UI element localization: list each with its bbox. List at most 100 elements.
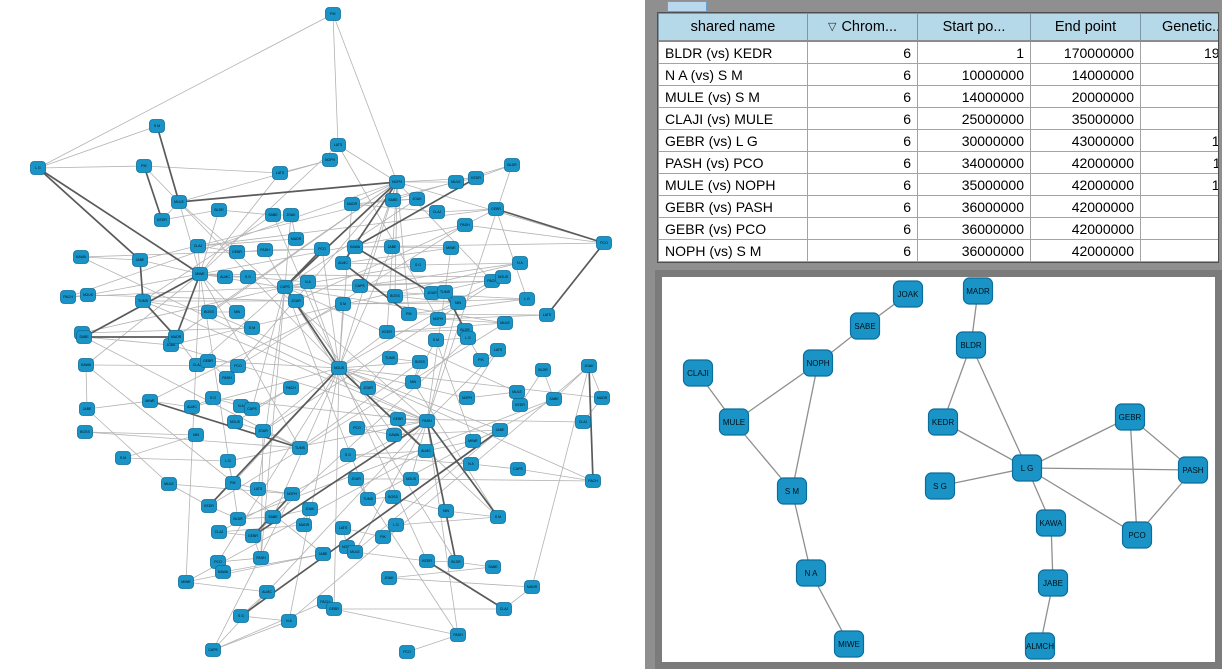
network-node[interactable]: MULE (448, 175, 464, 189)
network-node[interactable]: NGUS (80, 288, 96, 302)
network-node[interactable]: NIN (438, 504, 454, 518)
network-node[interactable]: BLDR (448, 555, 464, 569)
network-node[interactable]: GEBR (245, 529, 261, 543)
network-node[interactable]: L G (388, 518, 404, 532)
column-header-shared_name[interactable]: shared name (658, 13, 808, 42)
network-node[interactable]: MULE (161, 477, 177, 491)
network-node[interactable]: ALMC (335, 256, 351, 270)
network-node[interactable]: PCO (1121, 521, 1153, 549)
network-node[interactable]: KAWA (78, 358, 94, 372)
filtered-network-canvas[interactable]: JOAK MADR SABE BLDR NOPH CLAJI MULE KEDR GEBR L G… (662, 277, 1215, 662)
network-node[interactable]: BOSS (77, 425, 93, 439)
network-node[interactable]: S M (490, 510, 506, 524)
network-node[interactable]: KEDR (379, 325, 395, 339)
network-node[interactable]: JOUR (348, 472, 364, 486)
network-node[interactable]: TUMS (292, 441, 308, 455)
network-node[interactable]: CLAJI (682, 359, 714, 387)
table-row[interactable]: N A (vs) S M610000000140000006.6 (658, 63, 1218, 86)
network-node[interactable]: PIK (401, 307, 417, 321)
network-node[interactable]: SABE (385, 193, 401, 207)
network-node[interactable]: NGUS (403, 472, 419, 486)
network-node[interactable]: PACH (60, 290, 76, 304)
network-node[interactable]: CAPS (244, 402, 260, 416)
network-node[interactable]: MULE (347, 545, 363, 559)
network-node[interactable]: JOUR (360, 381, 376, 395)
network-node[interactable]: PASH (219, 371, 235, 385)
network-node[interactable]: NIN (450, 296, 466, 310)
network-node[interactable]: BOSS (385, 490, 401, 504)
network-node[interactable]: MULE (718, 408, 750, 436)
network-node[interactable]: JABE (132, 253, 148, 267)
network-node[interactable]: PCO (230, 359, 246, 373)
network-node[interactable]: MULE (497, 316, 513, 330)
network-node[interactable]: KAWA (1035, 509, 1067, 537)
network-node[interactable]: MIWE (192, 267, 208, 281)
network-node[interactable]: MIWE (178, 575, 194, 589)
network-node[interactable]: KEDR (927, 408, 959, 436)
network-node[interactable]: JOAK (581, 359, 597, 373)
network-node[interactable]: KAWA (347, 240, 363, 254)
network-node[interactable]: N A (512, 256, 528, 270)
network-node[interactable]: LATS (250, 482, 266, 496)
network-node[interactable]: KAWA (215, 565, 231, 579)
network-node[interactable]: NOPH (459, 391, 475, 405)
network-node[interactable]: PIK (473, 353, 489, 367)
table-row[interactable]: MULE (vs) NOPH6350000004200000010.5 (658, 173, 1218, 196)
network-node[interactable]: SABE (265, 208, 281, 222)
network-node[interactable]: JABE (79, 402, 95, 416)
network-node[interactable]: PASH (253, 551, 269, 565)
network-node[interactable]: PIK (136, 159, 152, 173)
network-node[interactable]: S G (410, 258, 426, 272)
network-node[interactable]: BOSS (412, 355, 428, 369)
network-node[interactable]: CAPS (277, 280, 293, 294)
network-node[interactable]: L G (460, 331, 476, 345)
network-node[interactable]: NIN (229, 305, 245, 319)
column-header-end_point[interactable]: End point (1030, 13, 1141, 42)
network-node[interactable]: MADR (296, 518, 312, 532)
network-node[interactable]: L G (519, 292, 535, 306)
network-node[interactable]: KEDR (468, 171, 484, 185)
network-node[interactable]: N A (463, 457, 479, 471)
network-node[interactable]: CLAJ (496, 602, 512, 616)
network-node[interactable]: CLAJ (211, 525, 227, 539)
network-node[interactable]: MADR (168, 330, 184, 344)
network-node[interactable]: JOAK (302, 502, 318, 516)
network-node[interactable]: LATS (272, 166, 288, 180)
network-node[interactable]: SABE (546, 392, 562, 406)
network-node[interactable]: GEBR (1114, 403, 1146, 431)
network-node[interactable]: GEBR (326, 602, 342, 616)
network-node[interactable]: LATS (539, 308, 555, 322)
network-node[interactable]: LATS (330, 138, 346, 152)
network-node[interactable]: CLAJ (575, 415, 591, 429)
network-node[interactable]: S G (233, 609, 249, 623)
network-node[interactable]: MIWE (142, 394, 158, 408)
network-node[interactable]: GEBR (390, 412, 406, 426)
network-node[interactable]: CAPS (205, 643, 221, 657)
network-node[interactable]: ALMC (259, 585, 275, 599)
network-node[interactable]: S M (244, 321, 260, 335)
network-node[interactable]: S G (205, 391, 221, 405)
network-node[interactable]: CLAJ (429, 205, 445, 219)
column-header-genetic[interactable]: Genetic... (1140, 13, 1218, 42)
network-node[interactable]: JOAK (283, 208, 299, 222)
network-node[interactable]: JABE (384, 240, 400, 254)
network-node[interactable]: TUMS (135, 294, 151, 308)
table-row[interactable]: PASH (vs) PCO6340000004200000011.4 (658, 151, 1218, 174)
network-node[interactable]: NOPH (802, 349, 834, 377)
network-node[interactable]: MIWE (443, 241, 459, 255)
network-node[interactable]: PACH (283, 381, 299, 395)
network-node[interactable]: CLAJ (190, 239, 206, 253)
network-node[interactable]: S G (340, 448, 356, 462)
network-node[interactable]: MADR (594, 391, 610, 405)
column-header-chromosome[interactable]: ▽ Chrom... (807, 13, 918, 42)
table-row[interactable]: BLDR (vs) KEDR61170000000192.0 (658, 40, 1218, 64)
network-node[interactable]: PIK (325, 7, 341, 21)
network-node[interactable]: MULE (171, 195, 187, 209)
network-node[interactable]: BOSS (201, 305, 217, 319)
network-node[interactable]: PASH (1177, 456, 1209, 484)
network-node[interactable]: PIK (225, 476, 241, 490)
network-node[interactable]: BLDR (955, 331, 987, 359)
network-node[interactable]: TUMS (382, 351, 398, 365)
network-node[interactable]: NOPH (430, 312, 446, 326)
network-node[interactable]: PIK (375, 530, 391, 544)
